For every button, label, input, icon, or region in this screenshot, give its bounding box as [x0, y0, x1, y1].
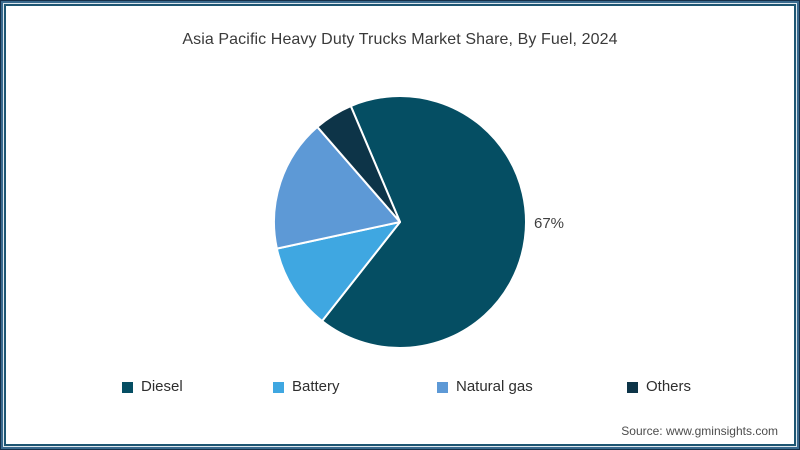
- legend-label-others: Others: [646, 378, 692, 395]
- legend-label-battery: Battery: [292, 378, 340, 395]
- natural-gas-pie-slice: [273, 125, 401, 250]
- chart-title: Asia Pacific Heavy Duty Trucks Market Sh…: [182, 31, 618, 48]
- legend-item-battery: Battery: [273, 378, 340, 396]
- diesel-pie-slice: [321, 95, 527, 350]
- pie-chart-svg: [273, 95, 527, 350]
- legend-label-diesel: Diesel: [141, 378, 183, 395]
- diesel-value-label: 67%: [534, 215, 565, 232]
- legend: Diesel Battery Natural gas Others: [0, 378, 800, 398]
- source-attribution: Source: www.gminsights.com: [621, 424, 778, 438]
- others-pie-slice: [316, 105, 401, 223]
- legend-label-natural-gas: Natural gas: [456, 378, 533, 395]
- battery-pie-slice: [275, 221, 401, 323]
- battery-legend-marker-icon: [273, 381, 284, 393]
- pie-chart: [271, 93, 529, 351]
- diesel-legend-marker-icon: [122, 381, 133, 393]
- natural-gas-legend-marker-icon: [437, 381, 448, 393]
- others-legend-marker-icon: [627, 381, 638, 393]
- legend-item-diesel: Diesel: [122, 378, 183, 396]
- legend-item-natural-gas: Natural gas: [437, 378, 533, 396]
- legend-item-others: Others: [627, 378, 691, 396]
